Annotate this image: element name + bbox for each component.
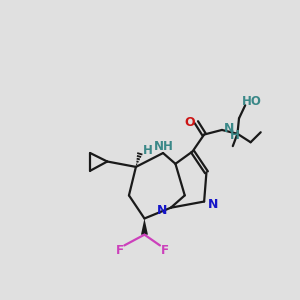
Text: N: N [208, 198, 218, 211]
Text: F: F [160, 244, 169, 256]
Text: HO: HO [242, 95, 261, 108]
Text: NH: NH [154, 140, 174, 153]
Text: F: F [116, 244, 124, 256]
Polygon shape [141, 218, 148, 235]
Text: O: O [184, 116, 195, 129]
Text: H: H [142, 144, 152, 157]
Text: H: H [230, 129, 239, 142]
Text: N: N [157, 204, 167, 217]
Text: N: N [224, 122, 234, 135]
